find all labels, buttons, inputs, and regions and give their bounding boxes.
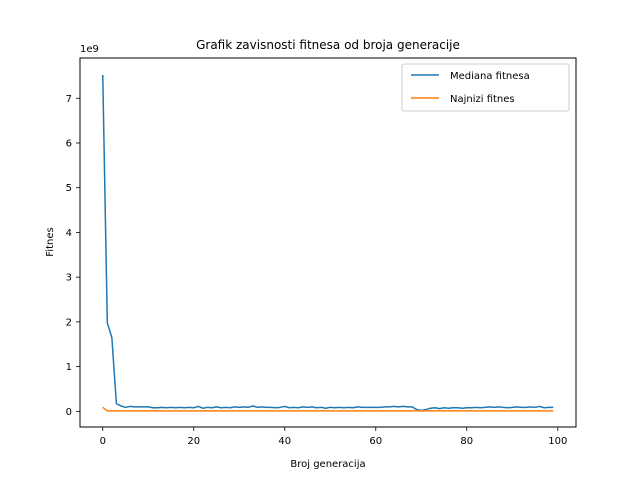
plot-area [102, 74, 554, 412]
y-tick-label: 3 [66, 273, 72, 284]
y-tick-label: 7 [66, 94, 72, 105]
y-tick-label: 6 [66, 138, 72, 149]
y-tick-label: 0 [66, 407, 72, 418]
legend-label-najnizi: Najnizi fitnes [450, 94, 515, 105]
legend-box [401, 63, 570, 112]
x-axis: 0 20 40 60 80 100 [100, 427, 567, 447]
x-tick-label: 100 [548, 436, 567, 447]
y-tick-label: 4 [66, 228, 72, 239]
y-offset-text: 1e9 [80, 44, 99, 55]
y-tick-label: 2 [66, 317, 72, 328]
axes-frame [79, 57, 577, 428]
y-axis-label: Fitnes [45, 227, 56, 256]
x-tick-label: 60 [369, 436, 382, 447]
x-axis-label: Broj generacija [290, 459, 365, 470]
legend-label-mediana: Mediana fitnesa [450, 71, 530, 82]
series-line-mediana [102, 74, 554, 412]
x-tick-label: 40 [278, 436, 291, 447]
x-tick-label: 20 [187, 436, 200, 447]
y-tick-label: 1 [66, 362, 72, 373]
series-line-najnizi [102, 406, 554, 412]
x-tick-label: 0 [100, 436, 106, 447]
x-tick-label: 80 [460, 436, 473, 447]
y-axis: 0 1 2 3 4 5 6 7 [66, 94, 80, 418]
legend: Mediana fitnesa Najnizi fitnes [401, 63, 570, 112]
chart-title: Grafik zavisnosti fitnesa od broja gener… [196, 38, 460, 52]
y-tick-label: 5 [66, 183, 72, 194]
